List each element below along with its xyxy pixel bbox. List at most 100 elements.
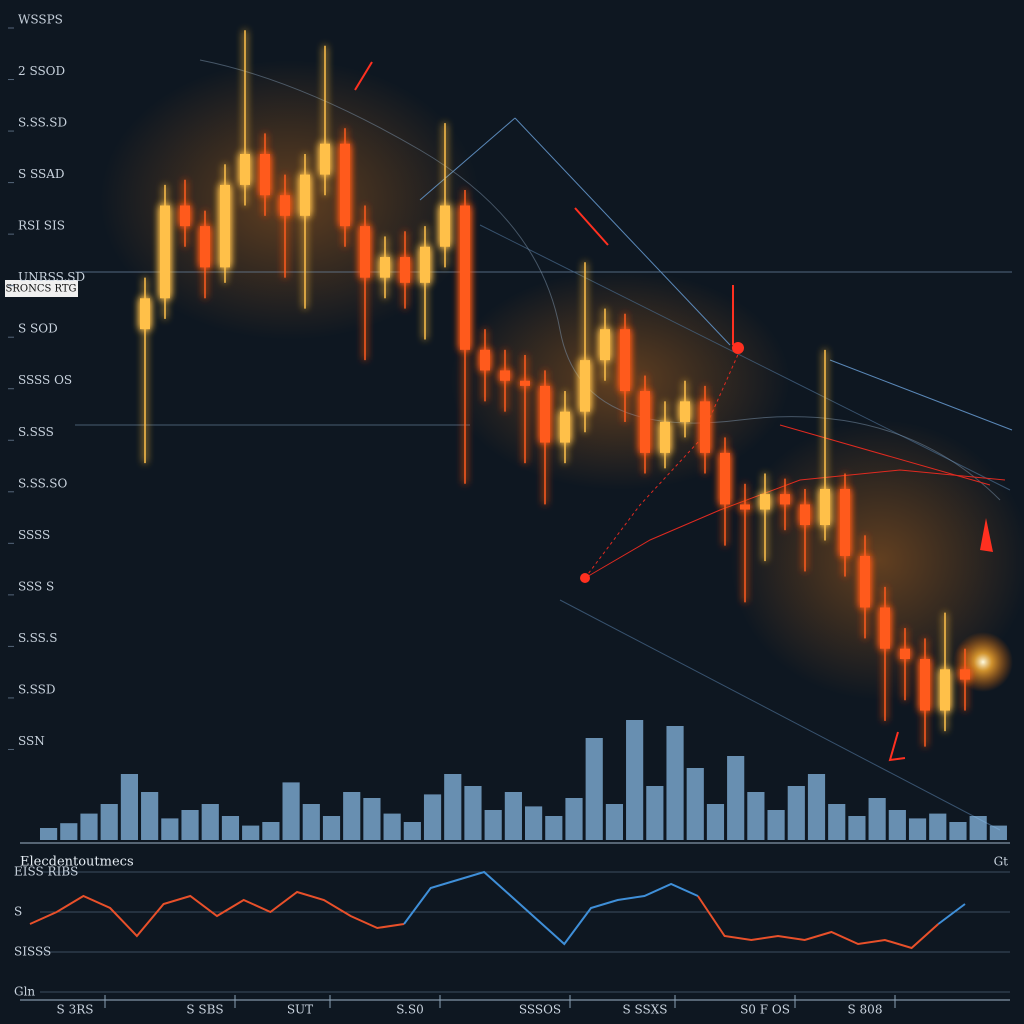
candle-body [500,370,510,381]
x-tick-label: S.S0 [396,1003,423,1017]
volume-bar [221,816,240,840]
volume-bar [181,810,199,840]
volume-bar [141,792,159,840]
candles [140,30,970,747]
volume-bar [807,774,826,840]
candle-body [840,488,850,556]
candle-body [620,329,630,392]
y-tick-label: EISS RIBS [14,865,78,879]
candle-body [920,659,930,711]
volume-bar [504,792,522,840]
x-tick-label: S0 F OS [740,1003,790,1017]
volume-bar [343,792,361,840]
volume-bar [767,810,785,840]
candle-body [440,205,450,247]
candle-body [700,401,710,453]
volume-bar [423,794,442,840]
volume-bar [949,822,967,840]
candle-body [900,648,910,660]
candle-body [960,669,970,680]
volume-bar [969,816,987,840]
y-tick-label: S.SSS [18,425,54,439]
candle-body [660,421,670,453]
y-tick-label: 2 SSOD [18,64,65,78]
volume-bar [403,822,421,840]
candle-body [240,153,250,185]
candle-body [580,360,590,412]
candle-body [940,669,950,711]
y-tick-label: S.SSD [18,682,55,696]
y-tick-label: S [14,905,22,919]
y-tick-label: S.SS.S [18,631,57,645]
y-tick-label: SSS S [18,579,54,593]
volume-bar [262,822,280,840]
y-tick-label: RSI SIS [18,219,65,233]
x-tick-label: SSSOS [519,1003,561,1017]
volume-bar [363,798,381,840]
volume-bar [302,804,320,840]
annotation: SRONCS RTG [5,284,76,295]
volume-bar [868,798,886,840]
volume-bar [322,816,341,840]
candle-body [420,246,430,283]
candle-body [400,257,410,283]
x-tick-label: S SSXS [622,1003,667,1017]
volume-bar [929,813,947,840]
y-tick-label: S SOD [18,322,58,336]
candle-body [160,205,170,299]
volume-bar [525,806,543,840]
y-tick-label: UNRSS.SD [18,270,85,284]
y-tick-label: SISSS [14,945,51,959]
x-tick-label: S SBS [186,1003,223,1017]
candle-body [800,504,810,526]
y-tick-label: S SSAD [18,167,65,181]
panel-title: Elecdentoutmecs [20,855,134,870]
candle-body [880,607,890,649]
candle-body [140,298,150,330]
volume-bar [444,774,462,840]
volume-bar [383,813,401,840]
x-tick-label: S 3RS [57,1003,94,1017]
candle-body [260,153,270,196]
volume-bar [565,798,583,840]
volume-bar [888,810,906,840]
y-tick-label: Gln [14,985,35,999]
volume-bar [464,786,482,840]
volume-bar [605,804,624,840]
y-tick-label: S.SS.SO [18,476,67,490]
volume-bar [161,818,179,840]
y-tick-label: S.SS.SD [18,116,67,130]
candle-body [280,195,290,216]
candle-body [480,349,490,371]
y-tick-label: SSN [18,734,45,748]
volume-bar [40,828,58,840]
y-tick-label: WSSPS [18,13,63,27]
volume-bar [908,818,927,840]
candle-body [300,174,310,216]
volume-bar [80,813,98,840]
candle-body [860,555,870,608]
candle-body [340,143,350,227]
candle-body [540,385,550,443]
candle-body [460,205,470,350]
candle-body [220,184,230,268]
candle-body [780,494,790,505]
candle-body [520,380,530,386]
volume-bar [706,804,725,840]
y-tick-label: SSSS OS [18,373,72,387]
annotation-box [5,280,78,297]
candle-body [680,401,690,422]
volume-bar [727,756,745,840]
candle-body [720,452,730,505]
volume-bar [201,804,219,840]
volume-bar [686,768,704,840]
volume-bar [828,804,846,840]
candle-body [180,205,190,227]
candle-body [740,504,750,510]
x-tick-label: SUT [287,1003,313,1017]
candle-body [200,226,210,268]
y-tick-label: SSSS [18,528,50,542]
volume-bar [484,810,502,840]
